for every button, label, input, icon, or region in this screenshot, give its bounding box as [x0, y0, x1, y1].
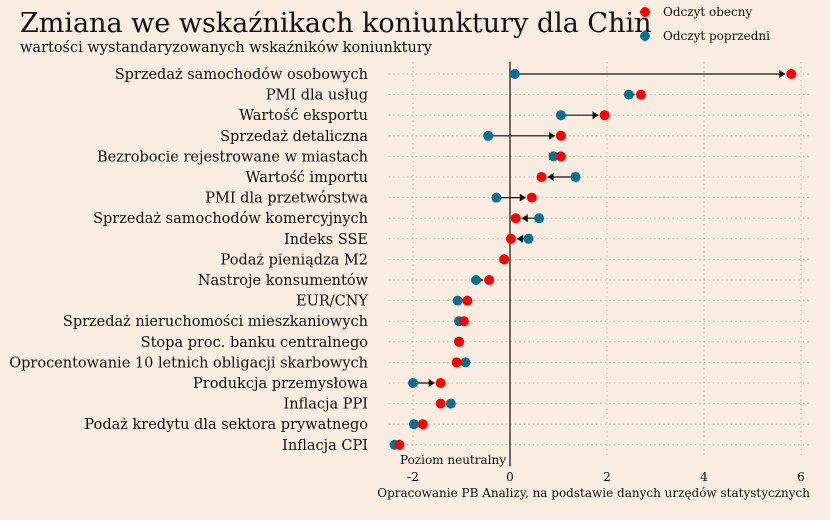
arrow-head	[428, 379, 435, 387]
point-current-sprzedaz-detaliczna	[555, 130, 566, 141]
point-previous-sprzedaz-samochodow-komercyjnych	[534, 213, 545, 224]
category-label-stopa-proc-banku-centralnego: Stopa proc. banku centralnego	[141, 335, 368, 351]
neutral-level-label: Poziom neutralny	[400, 453, 506, 467]
point-previous-sprzedaz-samochodow-osobowych	[509, 69, 520, 79]
arrow-head	[547, 173, 554, 181]
point-current-bezrobocie-rejestrowane-w-miastach	[555, 151, 566, 162]
x-tick-label: 6	[797, 470, 805, 484]
point-current-sprzedaz-samochodow-osobowych	[786, 69, 797, 79]
point-current-wartosc-importu	[536, 172, 547, 182]
change-connectors	[410, 70, 786, 429]
legend: Odczyt obecny Odczyt poprzedni	[640, 5, 770, 43]
point-current-nastroje-konsumentow	[484, 275, 495, 285]
point-current-podaz-kredytu-dla-sektora-prywatnego	[417, 419, 428, 430]
category-label-pmi-dla-uslug: PMI dla usług	[266, 88, 368, 104]
x-tick-labels: -2 0 2 4 6	[407, 470, 805, 484]
category-label-inflacja-ppi: Inflacja PPI	[284, 397, 369, 413]
category-label-pmi-dla-przetworstwa: PMI dla przetwórstwa	[205, 191, 368, 207]
point-current-indeks-sse	[505, 233, 516, 244]
x-tick-label: 2	[603, 470, 611, 484]
point-previous-oprocentowanie-10-letnich-obligacji-skarbowych	[460, 357, 471, 368]
chart-subtitle: wartości wystandaryzowanych wskaźników k…	[20, 40, 432, 56]
point-previous-produkcja-przemyslowa	[408, 378, 418, 388]
category-label-sprzedaz-samochodow-komercyjnych: Sprzedaż samochodów komercyjnych	[93, 211, 368, 227]
point-current-produkcja-przemyslowa	[435, 378, 446, 388]
point-current-sprzedaz-samochodow-komercyjnych	[510, 213, 521, 224]
point-previous-bezrobocie-rejestrowane-w-miastach	[548, 151, 559, 162]
arrow-head	[521, 214, 528, 223]
point-previous-indeks-sse	[523, 233, 534, 244]
point-previous-podaz-kredytu-dla-sektora-prywatnego	[408, 419, 419, 430]
category-label-podaz-kredytu-dla-sektora-prywatnego: Podaż kredytu dla sektora prywatnego	[84, 417, 368, 433]
point-current-eur-cny	[462, 295, 473, 306]
arrow-head	[779, 70, 786, 78]
point-current-pmi-dla-uslug	[635, 89, 646, 100]
point-previous-wartosc-eksportu	[555, 110, 566, 121]
point-current-podaz-pieniadza-m2	[499, 254, 510, 265]
legend-label-odczyt-poprzedni: Odczyt poprzedni	[663, 29, 770, 43]
point-current-wartosc-eksportu	[599, 110, 610, 121]
x-tick-label: -2	[407, 470, 419, 484]
category-label-produkcja-przemyslowa: Produkcja przemysłowa	[193, 376, 368, 392]
point-previous-inflacja-ppi	[445, 398, 456, 409]
category-label-wartosc-importu: Wartość importu	[246, 170, 368, 186]
category-label-podaz-pieniadza-m2: Podaż pieniądza M2	[221, 252, 368, 268]
point-current-sprzedaz-nieruchomosci-mieszkaniowych	[458, 316, 469, 327]
arrow-head	[592, 111, 599, 120]
x-tick-label: 4	[700, 470, 708, 484]
point-current-pmi-dla-przetworstwa	[526, 192, 537, 203]
point-current-stopa-proc-banku-centralnego	[454, 336, 465, 347]
category-label-wartosc-eksportu: Wartość eksportu	[239, 108, 368, 124]
legend-label-odczyt-obecny: Odczyt obecny	[663, 5, 752, 19]
point-previous-pmi-dla-uslug	[623, 89, 634, 100]
point-previous-sprzedaz-detaliczna	[483, 130, 494, 141]
point-previous-pmi-dla-przetworstwa	[491, 192, 502, 203]
point-current-inflacja-ppi	[435, 398, 446, 409]
category-label-bezrobocie-rejestrowane-w-miastach: Bezrobocie rejestrowane w miastach	[97, 149, 368, 165]
point-current-oprocentowanie-10-letnich-obligacji-skarbowych	[451, 357, 462, 368]
category-label-nastroje-konsumentow: Nastroje konsumentów	[198, 273, 369, 289]
point-current-inflacja-cpi	[394, 439, 405, 450]
arrow-head	[516, 234, 523, 243]
category-label-inflacja-cpi: Inflacja CPI	[282, 438, 368, 454]
category-labels: Sprzedaż samochodów osobowych PMI dla usł…	[9, 67, 368, 454]
point-previous-nastroje-konsumentow	[471, 275, 482, 285]
legend-marker-odczyt-poprzedni	[640, 31, 650, 41]
legend-marker-odczyt-obecny	[640, 7, 650, 17]
category-label-oprocentowanie-10-letnich-obligacji-skarbowych: Oprocentowanie 10 letnich obligacji skar…	[9, 355, 368, 371]
point-previous-eur-cny	[452, 295, 463, 306]
category-label-sprzedaz-nieruchomosci-mieszkaniowych: Sprzedaż nieruchomości mieszkaniowych	[63, 314, 368, 330]
point-previous-wartosc-importu	[570, 172, 581, 182]
chart-title: Zmiana we wskaźnikach koniunktury dla Ch…	[20, 8, 652, 39]
x-tick-label: 0	[506, 470, 514, 484]
grid-lines	[388, 62, 811, 466]
category-label-indeks-sse: Indeks SSE	[284, 232, 368, 248]
category-label-eur-cny: EUR/CNY	[296, 294, 368, 310]
arrow-head	[548, 131, 555, 140]
category-label-sprzedaz-detaliczna: Sprzedaż detaliczna	[220, 129, 368, 145]
arrow-head	[519, 193, 526, 202]
source-note: Opracowanie PB Analizy, na podstawie dan…	[377, 486, 810, 500]
category-label-sprzedaz-samochodow-osobowych: Sprzedaż samochodów osobowych	[115, 67, 368, 83]
data-points	[389, 69, 797, 450]
